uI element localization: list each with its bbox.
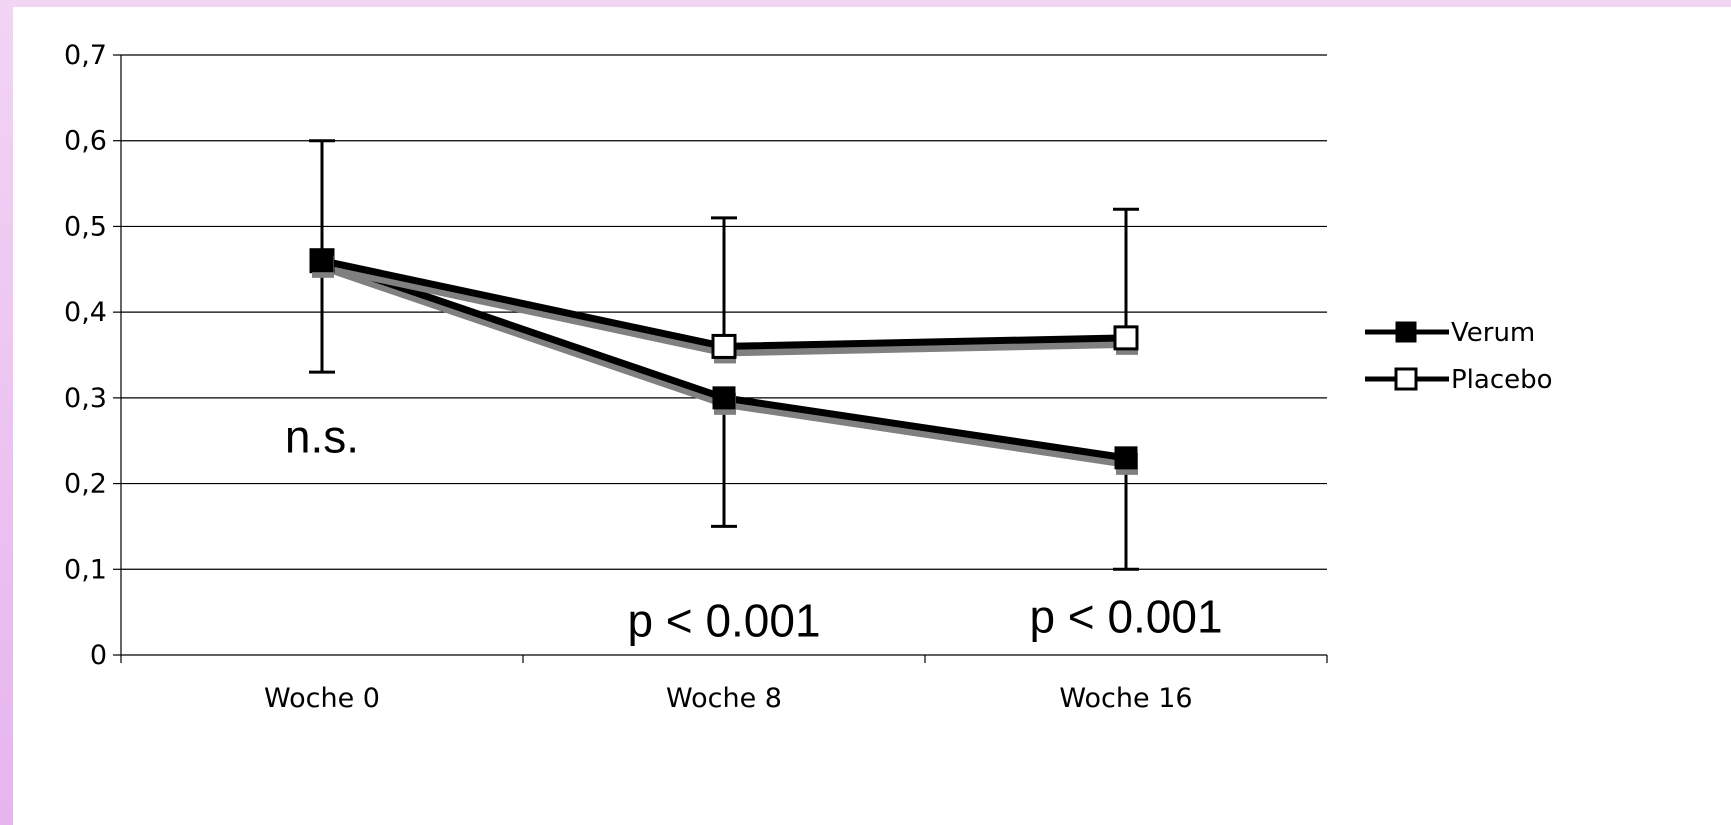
- annotation-0: n.s.: [285, 410, 359, 462]
- y-tick-label-6: 0,6: [64, 126, 107, 157]
- y-tick-label-5: 0,5: [64, 211, 107, 242]
- y-tick-label-2: 0,2: [64, 469, 107, 500]
- marker-placebo-2: [1113, 325, 1139, 351]
- series-markers: [309, 248, 1139, 475]
- chart-frame: 0 0,1 0,2 0,3 0,4 0,5 0,6 0,7 Woche 0 Woche 8 Woc…: [13, 7, 1731, 825]
- annotation-2: p < 0.001: [1029, 590, 1222, 642]
- error-bars: [309, 139, 1139, 571]
- y-tick-label-1: 0,1: [64, 554, 107, 585]
- y-tick-label-3: 0,3: [64, 383, 107, 414]
- legend: Verum Placebo: [1365, 318, 1553, 395]
- marker-verum-2: [1114, 446, 1138, 470]
- legend-label-placebo: Placebo: [1451, 365, 1553, 395]
- chart: 00,10,20,30,40,50,60,7 Woche 0 Woche 8 Woc…: [64, 40, 1553, 714]
- annotations: n.s. p < 0.001 p < 0.001: [285, 410, 1223, 646]
- legend-label-verum: Verum: [1451, 318, 1535, 348]
- marker-placebo-1: [711, 333, 737, 359]
- legend-marker-placebo: [1394, 367, 1418, 391]
- marker-verum-1: [712, 386, 736, 410]
- axes: [113, 54, 1328, 663]
- x-tick-label-2: Woche 16: [1059, 683, 1192, 714]
- x-tick-label-1: Woche 8: [666, 683, 782, 714]
- y-tick-label-0: 0: [90, 640, 107, 671]
- legend-marker-verum: [1395, 321, 1417, 343]
- x-tick-label-0: Woche 0: [264, 683, 380, 714]
- y-tick-labels: 0 0,1 0,2 0,3 0,4 0,5 0,6 0,7: [64, 40, 107, 671]
- x-tick-labels: Woche 0 Woche 8 Woche 16: [264, 683, 1193, 714]
- marker-verum-0: [310, 249, 334, 273]
- y-tick-label-7: 0,7: [64, 40, 107, 71]
- y-tick-label-4: 0,4: [64, 297, 107, 328]
- annotation-1: p < 0.001: [627, 595, 820, 647]
